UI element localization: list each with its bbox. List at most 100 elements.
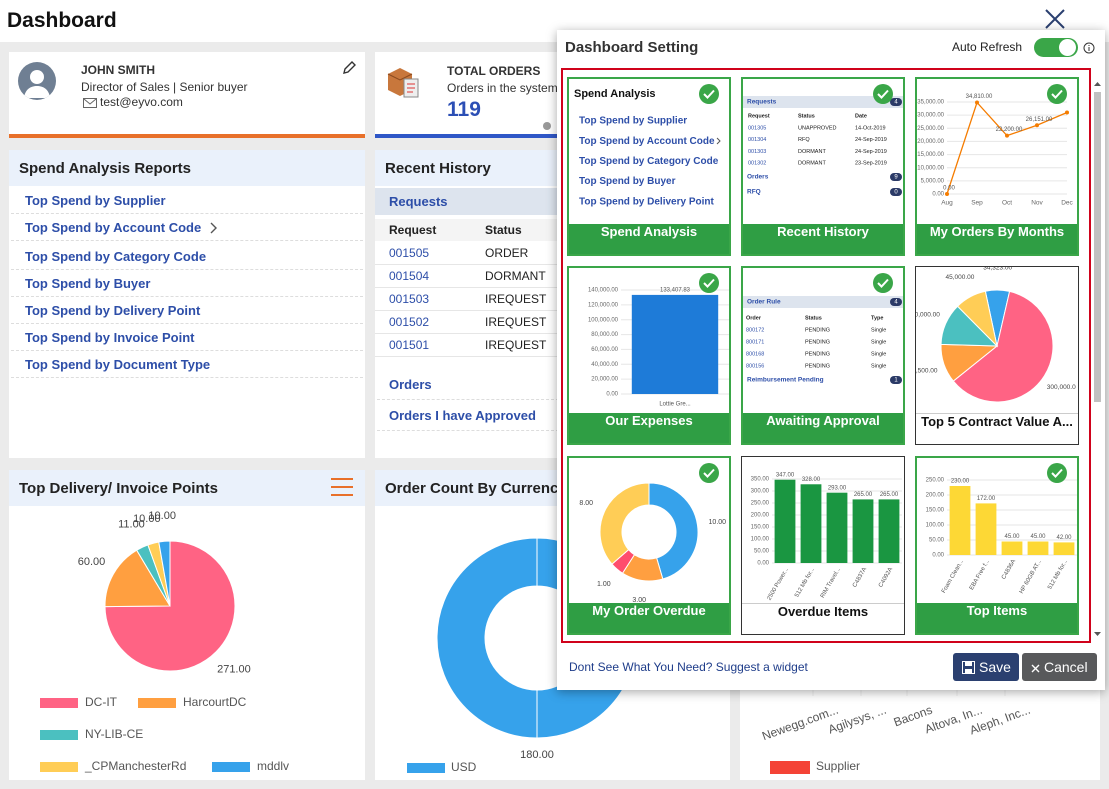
count-badge xyxy=(890,188,902,196)
y-tick-label: 140,000.00 xyxy=(588,288,619,294)
widget-preview: Order Rule 4 Order Status Type 800172 PENDING S… xyxy=(743,296,903,384)
table-cell: Single xyxy=(871,339,886,345)
edit-icon[interactable] xyxy=(341,60,357,76)
list-separator xyxy=(11,240,363,241)
section-bar xyxy=(743,96,903,108)
bar xyxy=(774,479,796,563)
preview-link: Top Spend by Supplier xyxy=(579,116,687,127)
line-point xyxy=(1035,123,1039,128)
bar-label: 347.00 xyxy=(776,472,795,478)
section-title[interactable]: Requests xyxy=(389,194,448,209)
save-label: Save xyxy=(979,659,1011,675)
suggest-link[interactable]: Dont See What You Need? Suggest a widget xyxy=(569,660,808,674)
report-link[interactable]: Top Spend by Document Type xyxy=(25,357,211,372)
table-cell: 800156 xyxy=(746,363,764,369)
tile-title: Our Expenses xyxy=(605,413,693,428)
auto-refresh-toggle[interactable] xyxy=(1034,38,1078,57)
report-link[interactable]: Top Spend by Delivery Point xyxy=(25,303,201,318)
list-separator xyxy=(11,350,363,351)
widget-tile[interactable]: 34,323.00 300,000.00 55,500.00 60,000.00 45,… xyxy=(915,266,1079,445)
bar-label: 45.00 xyxy=(1030,534,1046,540)
menu-icon[interactable] xyxy=(330,477,354,497)
y-tick-label: 40,000.00 xyxy=(591,362,618,368)
count-text: 4 xyxy=(894,100,898,106)
y-tick-label: 5,000.00 xyxy=(921,178,945,184)
widget-tile[interactable]: Requests 4 Request Status Date 001305 UNAPPROV… xyxy=(741,77,905,256)
y-tick-label: 250.00 xyxy=(751,501,770,507)
point-label: 34,810.00 xyxy=(966,94,993,100)
y-tick-label: 200.00 xyxy=(926,493,945,499)
y-tick-label: 15,000.00 xyxy=(917,152,944,158)
bar xyxy=(975,503,997,555)
point-label: 0.00 xyxy=(943,186,955,192)
table-cell: 001305 xyxy=(748,125,766,131)
report-link[interactable]: Top Spend by Buyer xyxy=(25,276,151,291)
avatar xyxy=(18,62,56,100)
list-separator xyxy=(11,377,363,378)
widget-grid-frame xyxy=(561,68,1091,643)
legend-label: Supplier xyxy=(816,759,860,773)
line-point xyxy=(945,192,949,196)
table-cell: 24-Sep-2019 xyxy=(855,149,887,155)
cancel-button[interactable]: Cancel xyxy=(1022,653,1097,681)
table-cell: UNAPPROVED xyxy=(798,125,837,131)
carousel-dot xyxy=(543,122,551,130)
selected-check xyxy=(1047,463,1067,483)
tile-label-bar xyxy=(917,224,1077,254)
widget-preview: 34,323.00 300,000.00 55,500.00 60,000.00 45,… xyxy=(916,267,1076,403)
slice-label: 8.00 xyxy=(579,500,593,507)
preview-link: Top Spend by Category Code xyxy=(579,156,719,167)
report-link[interactable]: Top Spend by Account Code xyxy=(25,220,202,235)
widget-preview: 0.00 50.00 100.00 150.00 200.00 250.00 300.00 3… xyxy=(751,472,902,602)
line-point xyxy=(1005,133,1009,138)
spend-panel xyxy=(9,150,365,458)
legend-label: HarcourtDC xyxy=(183,695,247,709)
history-link[interactable]: Orders xyxy=(389,377,432,392)
request-id[interactable]: 001502 xyxy=(389,315,430,329)
widget-tile[interactable]: 0.00 50.00 100.00 150.00 200.00 250.00 230.00 F… xyxy=(915,456,1079,635)
request-status: IREQUEST xyxy=(485,315,547,329)
slice-label: 55,500.00 xyxy=(916,368,938,375)
pie-slice xyxy=(158,540,171,607)
history-link[interactable]: Orders I have Approved xyxy=(389,408,536,423)
bar xyxy=(949,486,971,555)
table-cell: PENDING xyxy=(805,327,830,333)
profile-card xyxy=(9,52,365,138)
tile-title: Awaiting Approval xyxy=(766,413,880,428)
selected-check xyxy=(1047,84,1067,104)
widget-preview: 0.00 50.00 100.00 150.00 200.00 250.00 230.00 F… xyxy=(926,478,1077,595)
widget-tile[interactable]: 10.00 3.00 1.00 8.00 My Order Overdue xyxy=(567,456,731,635)
count-badge xyxy=(890,173,902,181)
report-link[interactable]: Top Spend by Supplier xyxy=(25,193,166,208)
widget-tile[interactable]: 0.00 5,000.00 10,000.00 15,000.00 20,000.00 2… xyxy=(915,77,1079,256)
request-id[interactable]: 001503 xyxy=(389,292,430,306)
bar xyxy=(878,499,900,563)
request-id[interactable]: 001501 xyxy=(389,338,430,352)
avatar-icon xyxy=(24,70,50,98)
x-tick-label: Dec xyxy=(1061,200,1073,207)
y-tick-label: 50.00 xyxy=(929,538,945,544)
profile-name: JOHN SMITH xyxy=(81,63,156,77)
request-id[interactable]: 001505 xyxy=(389,246,430,260)
slice-label: 45,000.00 xyxy=(945,274,974,281)
save-button[interactable]: Save xyxy=(953,653,1019,681)
close-icon[interactable] xyxy=(1044,8,1066,30)
x-tick-label: Aug xyxy=(941,200,953,207)
table-cell: PENDING xyxy=(805,339,830,345)
widget-tile[interactable]: Order Rule 4 Order Status Type 800172 PENDING S… xyxy=(741,266,905,445)
column-header: Order xyxy=(746,315,762,321)
widget-preview: 10.00 3.00 1.00 8.00 xyxy=(579,482,726,604)
count-badge xyxy=(890,298,902,306)
tile-title: Top Items xyxy=(966,603,1028,618)
slice-label: 180.00 xyxy=(520,749,554,761)
tile-label-bar xyxy=(569,224,729,254)
report-link[interactable]: Top Spend by Invoice Point xyxy=(25,330,195,345)
widget-tile[interactable]: 0.00 50.00 100.00 150.00 200.00 250.00 300.00 3… xyxy=(741,456,905,635)
x-tick-label: C4092A xyxy=(878,567,894,589)
list-separator xyxy=(11,296,363,297)
request-id[interactable]: 001504 xyxy=(389,269,430,283)
orders-count: 119 xyxy=(447,98,481,121)
report-link[interactable]: Top Spend by Category Code xyxy=(25,249,207,264)
widget-tile[interactable]: 0.00 20,000.00 40,000.00 60,000.00 80,000.00… xyxy=(567,266,731,445)
widget-tile[interactable]: Spend Analysis Top Spend by Supplier Top S… xyxy=(567,77,731,256)
